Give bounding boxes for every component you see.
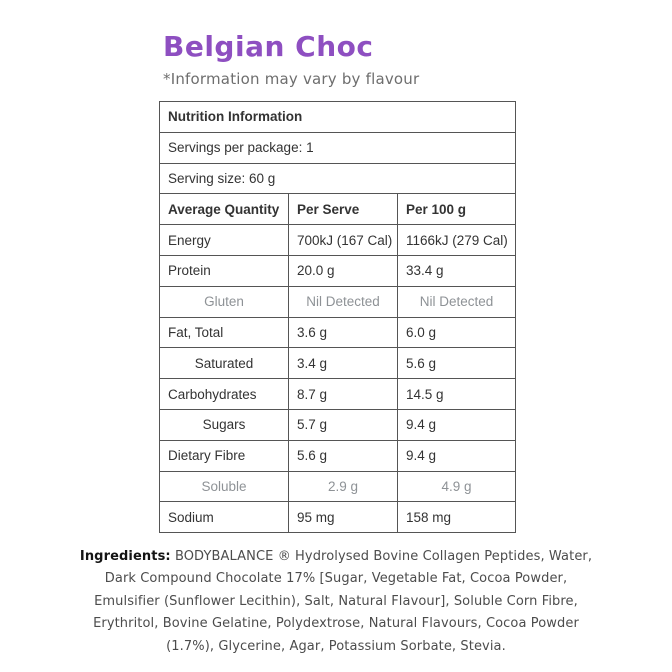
per-serve-value: 95 mg	[288, 501, 398, 534]
per-100g-value: Nil Detected	[396, 285, 517, 318]
col-header-average-quantity: Average Quantity	[159, 193, 289, 226]
nutrition-row-gluten: Gluten Nil Detected Nil Detected	[159, 285, 517, 318]
ingredients-line: (1.7%), Glycerine, Agar, Potassium Sorba…	[166, 638, 506, 654]
nutrition-row-protein: Protein 20.0 g 33.4 g	[159, 254, 517, 287]
table-title-row: Nutrition Information	[158, 101, 517, 133]
nutrient-label: Saturated	[159, 347, 289, 380]
per-100g-value: 1166kJ (279 Cal)	[396, 224, 517, 256]
per-serve-value: 5.6 g	[288, 439, 398, 472]
table-title: Nutrition Information	[158, 101, 517, 133]
per-serve-value: 20.0 g	[288, 254, 398, 287]
per-serve-value: 5.7 g	[288, 408, 398, 441]
per-100g-value: 5.6 g	[396, 347, 517, 380]
servings-per-package-row: Servings per package: 1	[158, 131, 517, 164]
nutrition-table: Nutrition Information Servings per packa…	[158, 101, 517, 534]
nutrition-row-soluble: Soluble 2.9 g 4.9 g	[159, 470, 517, 503]
nutrient-label: Energy	[159, 224, 289, 256]
per-100g-value: 9.4 g	[396, 439, 517, 472]
nutrient-label: Gluten	[159, 285, 289, 318]
per-100g-value: 158 mg	[396, 501, 517, 534]
nutrition-row-carbohydrates: Carbohydrates 8.7 g 14.5 g	[159, 378, 517, 410]
per-100g-value: 14.5 g	[396, 378, 517, 410]
page-title: Belgian Choc	[163, 30, 374, 63]
per-100g-value: 4.9 g	[396, 470, 517, 503]
nutrient-label: Dietary Fibre	[159, 439, 289, 472]
per-100g-value: 9.4 g	[396, 408, 517, 441]
nutrition-row-fat-total: Fat, Total 3.6 g 6.0 g	[159, 316, 517, 349]
servings-per-package: Servings per package: 1	[158, 131, 517, 164]
per-serve-value: 2.9 g	[288, 470, 398, 503]
nutrient-label: Soluble	[159, 470, 289, 503]
per-serve-value: 3.6 g	[288, 316, 398, 349]
column-header-row: Average Quantity Per Serve Per 100 g	[159, 193, 517, 226]
nutrition-row-energy: Energy 700kJ (167 Cal) 1166kJ (279 Cal)	[159, 224, 517, 256]
per-serve-value: 700kJ (167 Cal)	[288, 224, 398, 256]
nutrition-row-dietary-fibre: Dietary Fibre 5.6 g 9.4 g	[159, 439, 517, 472]
page-subtitle: *Information may vary by flavour	[163, 70, 420, 88]
serving-size: Serving size: 60 g	[158, 162, 517, 195]
col-header-per-serve: Per Serve	[288, 193, 398, 226]
per-serve-value: 3.4 g	[288, 347, 398, 380]
col-header-per-100g: Per 100 g	[396, 193, 517, 226]
ingredients-line: Dark Compound Chocolate 17% [Sugar, Vege…	[104, 571, 568, 587]
nutrient-label: Sodium	[159, 501, 289, 534]
nutrient-label: Protein	[159, 254, 289, 287]
serving-size-row: Serving size: 60 g	[158, 162, 517, 195]
ingredients-line: Emulsifier (Sunflower Lecithin), Salt, N…	[94, 593, 578, 609]
nutrition-table-body: Nutrition Information Servings per packa…	[158, 101, 517, 534]
nutrition-row-sugars: Sugars 5.7 g 9.4 g	[159, 408, 517, 441]
nutrition-row-sodium: Sodium 95 mg 158 mg	[159, 501, 517, 534]
nutrition-row-saturated: Saturated 3.4 g 5.6 g	[159, 347, 517, 380]
nutrient-label: Sugars	[159, 408, 289, 441]
ingredients-line: Ingredients: BODYBALANCE ® Hydrolysed Bo…	[36, 546, 636, 568]
per-100g-value: 33.4 g	[396, 254, 517, 287]
per-serve-value: Nil Detected	[288, 285, 398, 318]
nutrient-label: Fat, Total	[159, 316, 289, 349]
ingredients-line: Erythritol, Bovine Gelatine, Polydextros…	[93, 616, 579, 632]
ingredients-label: Ingredients:	[79, 549, 171, 564]
ingredients-text: BODYBALANCE ® Hydrolysed Bovine Collagen…	[174, 549, 593, 564]
per-100g-value: 6.0 g	[396, 316, 517, 349]
nutrient-label: Carbohydrates	[159, 378, 289, 410]
per-serve-value: 8.7 g	[288, 378, 398, 410]
ingredients-section: Ingredients: BODYBALANCE ® Hydrolysed Bo…	[36, 546, 636, 658]
